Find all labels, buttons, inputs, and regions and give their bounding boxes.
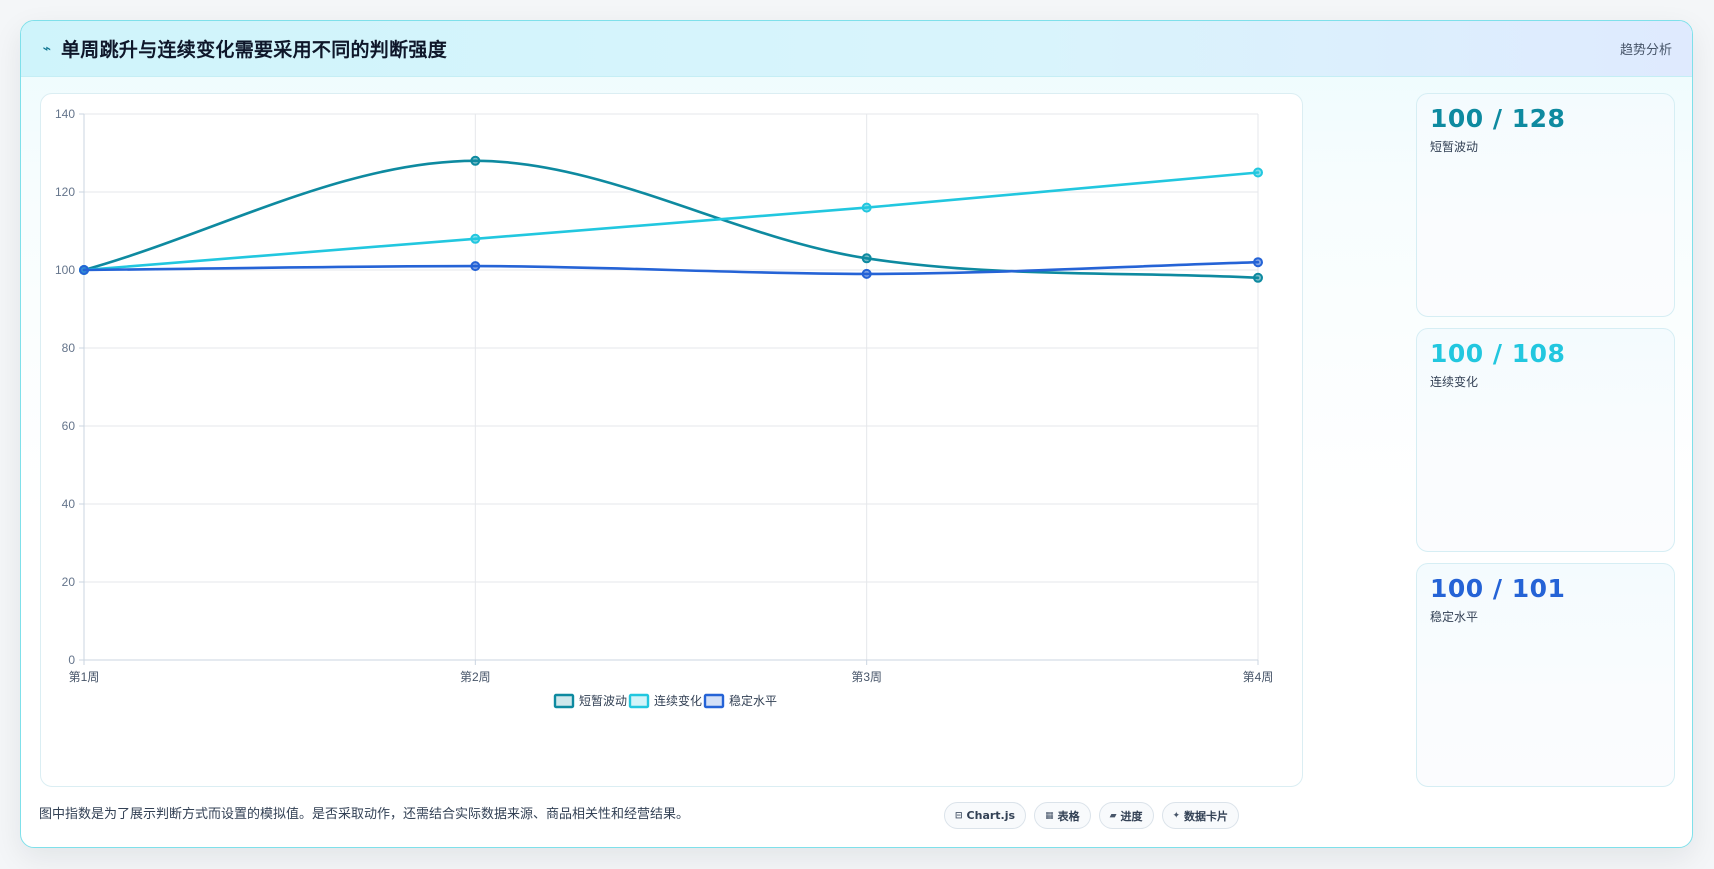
- y-tick-label: 120: [55, 185, 75, 199]
- x-tick-label: 第3周: [851, 670, 882, 684]
- legend-swatch: [553, 693, 575, 709]
- data-point: [470, 155, 481, 166]
- legend-label: 短暂波动: [579, 694, 627, 708]
- table-button[interactable]: ▦ 表格: [1034, 802, 1091, 829]
- stat-label: 短暂波动: [1430, 140, 1479, 154]
- data-point: [861, 202, 872, 213]
- series-line-2: [82, 171, 1260, 272]
- chart-panel: 0 20 40 60 80 100 120 140 第1周 第2周 第3周 第4周短暂波动 连续变化 稳定…: [40, 93, 1303, 787]
- data-point: [470, 233, 481, 244]
- data-point: [1253, 272, 1263, 283]
- grid-icon: ▦: [1045, 810, 1054, 821]
- y-tick-label: 140: [55, 107, 75, 121]
- y-tick-label: 0: [68, 653, 75, 667]
- stat-value: 100 / 108: [1430, 339, 1566, 368]
- x-tick-label: 第2周: [460, 670, 491, 684]
- stat-card-continuous-change: 100 / 108 连续变化: [1416, 328, 1675, 552]
- series-line-3: [82, 260, 1260, 276]
- progress-button[interactable]: ▰ 进度: [1098, 802, 1154, 829]
- table-icon: ⊟: [955, 810, 963, 821]
- title-wrap: ⌁ 单周跳升与连续变化需要采用不同的判断强度: [41, 35, 447, 62]
- data-point: [1253, 167, 1263, 178]
- stat-label: 稳定水平: [1430, 610, 1479, 624]
- data-point: [861, 253, 872, 264]
- series-line-1: [82, 159, 1260, 280]
- y-tick-label: 80: [62, 341, 76, 355]
- data-point: [1253, 257, 1263, 268]
- lightning-icon: ⌁: [42, 40, 52, 57]
- stat-label: 连续变化: [1430, 375, 1479, 389]
- y-tick-label: 20: [62, 575, 76, 589]
- footnote: 图中指数是为了展示判断方式而设置的模拟值。是否采取动作，还需结合实际数据来源、商…: [39, 807, 690, 822]
- header-tag: 趋势分析: [1619, 43, 1672, 58]
- data-point: [79, 265, 89, 275]
- tool-buttons: ⊟ Chart.js ▦ 表格 ▰ 进度 ✦ 数据卡片: [944, 802, 1240, 829]
- tool-label: 表格: [1057, 809, 1080, 823]
- y-tick-label: 100: [55, 263, 75, 277]
- x-tick-label: 第4周: [1243, 670, 1274, 684]
- tool-label: 进度: [1120, 809, 1143, 823]
- stat-value: 100 / 101: [1430, 574, 1566, 603]
- stat-card-stable-level: 100 / 101 稳定水平: [1416, 563, 1675, 787]
- sparkle-icon: ✦: [1172, 810, 1181, 821]
- tool-label: Chart.js: [966, 809, 1016, 822]
- chartjs-button[interactable]: ⊟ Chart.js: [944, 802, 1027, 829]
- page-title: 单周跳升与连续变化需要采用不同的判断强度: [61, 39, 448, 61]
- data-point: [470, 261, 481, 272]
- data-card-button[interactable]: ✦ 数据卡片: [1161, 802, 1240, 829]
- x-tick-label: 第1周: [69, 670, 100, 684]
- card-header: ⌁ 单周跳升与连续变化需要采用不同的判断强度 趋势分析: [21, 21, 1692, 77]
- trend-card: ⌁ 单周跳升与连续变化需要采用不同的判断强度 趋势分析 0 20 40 60 80 100…: [20, 20, 1693, 848]
- legend-swatch: [703, 693, 725, 709]
- legend-label: 稳定水平: [729, 693, 777, 708]
- legend-label: 连续变化: [654, 693, 702, 708]
- stat-value: 100 / 128: [1430, 104, 1566, 133]
- y-tick-label: 60: [62, 419, 76, 433]
- progress-icon: ▰: [1109, 810, 1117, 821]
- data-point: [861, 268, 872, 279]
- tool-label: 数据卡片: [1184, 809, 1229, 823]
- legend-swatch: [628, 693, 650, 709]
- y-tick-label: 40: [62, 497, 76, 511]
- stat-card-short-fluctuation: 100 / 128 短暂波动: [1416, 93, 1675, 317]
